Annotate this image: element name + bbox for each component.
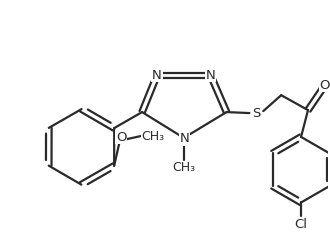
Text: CH₃: CH₃ <box>141 129 164 142</box>
Text: S: S <box>252 107 260 120</box>
Text: CH₃: CH₃ <box>172 161 195 174</box>
Text: N: N <box>152 69 162 82</box>
Text: N: N <box>206 69 215 82</box>
Text: N: N <box>180 132 190 145</box>
Text: O: O <box>320 79 330 92</box>
Text: Cl: Cl <box>295 218 308 231</box>
Text: O: O <box>116 130 126 143</box>
